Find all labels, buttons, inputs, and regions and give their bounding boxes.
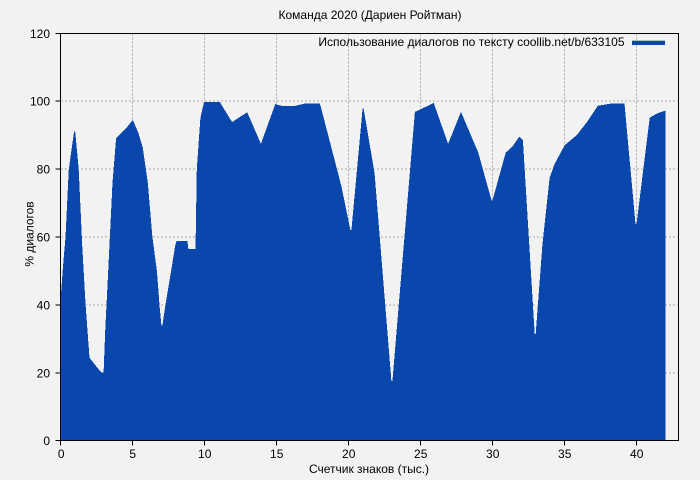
svg-text:Команда 2020 (Дариен Ройтман): Команда 2020 (Дариен Ройтман) <box>279 8 462 22</box>
svg-text:% диалогов: % диалогов <box>23 201 37 266</box>
svg-text:120: 120 <box>30 27 50 41</box>
svg-text:40: 40 <box>37 298 51 312</box>
svg-text:20: 20 <box>342 447 356 461</box>
svg-text:80: 80 <box>37 162 51 176</box>
svg-text:40: 40 <box>630 447 644 461</box>
svg-text:100: 100 <box>30 94 50 108</box>
svg-text:25: 25 <box>414 447 428 461</box>
svg-text:15: 15 <box>270 447 284 461</box>
svg-text:30: 30 <box>486 447 500 461</box>
svg-text:35: 35 <box>558 447 572 461</box>
svg-text:60: 60 <box>37 230 51 244</box>
svg-text:5: 5 <box>129 447 136 461</box>
svg-text:0: 0 <box>58 447 65 461</box>
svg-text:0: 0 <box>43 434 50 448</box>
svg-text:20: 20 <box>37 366 51 380</box>
svg-text:Использование диалогов по текс: Использование диалогов по тексту coollib… <box>318 35 624 49</box>
svg-text:10: 10 <box>198 447 212 461</box>
svg-text:Счетчик знаков (тыс.): Счетчик знаков (тыс.) <box>309 462 429 476</box>
